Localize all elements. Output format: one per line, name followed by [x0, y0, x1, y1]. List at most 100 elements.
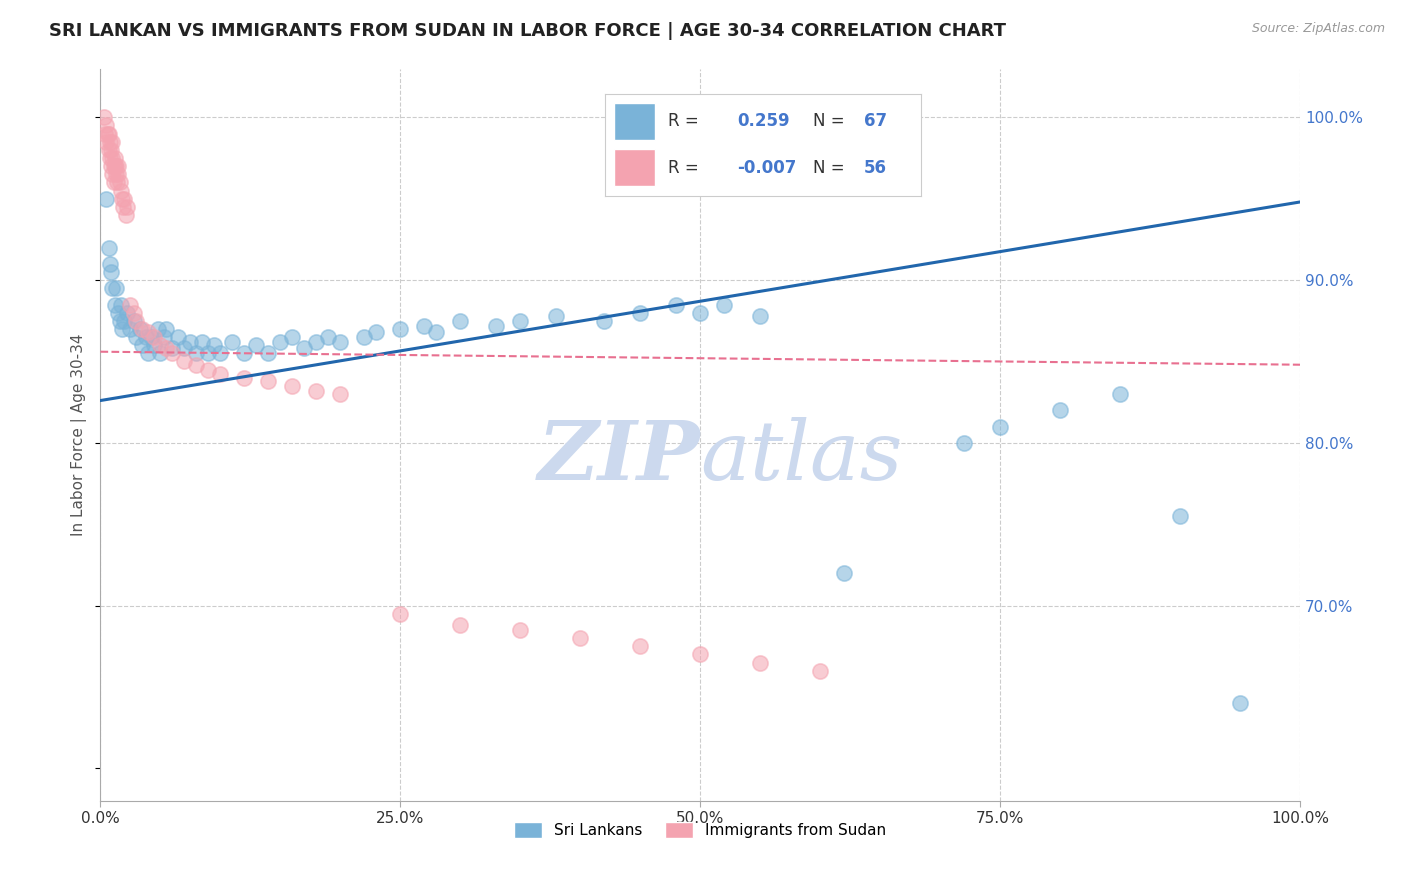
Point	[97, 127, 120, 141]
Point	[202, 338, 225, 352]
Point	[125, 330, 148, 344]
Point	[173, 354, 195, 368]
Point	[97, 143, 120, 157]
Point	[105, 176, 128, 190]
Point	[107, 305, 129, 319]
Point	[546, 309, 568, 323]
Point	[832, 566, 855, 580]
Point	[100, 159, 122, 173]
Text: R =: R =	[668, 159, 699, 177]
Point	[221, 334, 243, 349]
Point	[173, 342, 195, 356]
Point	[108, 314, 131, 328]
Point	[509, 623, 531, 637]
Point	[114, 208, 136, 222]
Point	[112, 200, 135, 214]
Point	[593, 314, 616, 328]
Text: 67: 67	[863, 112, 887, 130]
Point	[689, 648, 711, 662]
Text: Source: ZipAtlas.com: Source: ZipAtlas.com	[1251, 22, 1385, 36]
Point	[100, 265, 122, 279]
Point	[389, 322, 412, 336]
Point	[104, 151, 127, 165]
Point	[305, 384, 328, 398]
Point	[108, 176, 131, 190]
Point	[105, 159, 128, 173]
Point	[131, 338, 153, 352]
Point	[105, 167, 128, 181]
Point	[749, 309, 772, 323]
FancyBboxPatch shape	[614, 103, 655, 140]
Point	[103, 176, 125, 190]
Point	[485, 318, 508, 333]
Point	[1109, 387, 1132, 401]
Point	[110, 297, 132, 311]
Point	[209, 346, 232, 360]
Point	[179, 334, 201, 349]
Y-axis label: In Labor Force | Age 30-34: In Labor Force | Age 30-34	[72, 334, 87, 536]
Point	[101, 281, 124, 295]
Point	[389, 607, 412, 621]
Point	[120, 322, 142, 336]
Point	[96, 119, 118, 133]
Point	[292, 342, 315, 356]
Point	[98, 151, 121, 165]
Point	[98, 135, 121, 149]
Point	[281, 379, 304, 393]
Point	[155, 342, 177, 356]
FancyBboxPatch shape	[614, 149, 655, 186]
Point	[305, 334, 328, 349]
Point	[628, 305, 651, 319]
Point	[186, 346, 208, 360]
Point	[197, 362, 219, 376]
Text: N =: N =	[814, 112, 845, 130]
Point	[713, 297, 735, 311]
Point	[413, 318, 436, 333]
Point	[233, 370, 256, 384]
Text: ZIP: ZIP	[537, 417, 700, 497]
Point	[112, 192, 135, 206]
Point	[509, 314, 531, 328]
Point	[103, 159, 125, 173]
Text: 56: 56	[863, 159, 887, 177]
Point	[808, 664, 831, 678]
Point	[988, 419, 1011, 434]
Point	[449, 314, 471, 328]
Point	[628, 640, 651, 654]
Point	[135, 330, 157, 344]
Point	[191, 334, 214, 349]
Point	[353, 330, 375, 344]
Point	[115, 305, 138, 319]
Point	[93, 111, 115, 125]
Text: N =: N =	[814, 159, 845, 177]
Point	[953, 435, 976, 450]
Point	[281, 330, 304, 344]
Point	[104, 159, 127, 173]
Point	[449, 618, 471, 632]
Point	[100, 143, 122, 157]
Point	[665, 297, 688, 311]
Point	[257, 346, 280, 360]
Point	[131, 322, 153, 336]
Point	[149, 338, 172, 352]
Point	[689, 305, 711, 319]
Point	[122, 305, 145, 319]
Point	[749, 656, 772, 670]
Point	[269, 334, 291, 349]
Text: atlas: atlas	[700, 417, 903, 497]
Point	[329, 387, 352, 401]
Point	[209, 368, 232, 382]
Point	[245, 338, 267, 352]
Point	[98, 257, 121, 271]
Point	[153, 330, 176, 344]
Point	[186, 358, 208, 372]
Text: 0.259: 0.259	[738, 112, 790, 130]
Point	[104, 297, 127, 311]
Point	[1049, 403, 1071, 417]
Point	[138, 346, 160, 360]
Point	[94, 127, 117, 141]
Text: -0.007: -0.007	[738, 159, 797, 177]
Point	[138, 325, 160, 339]
Point	[129, 322, 152, 336]
Point	[318, 330, 340, 344]
